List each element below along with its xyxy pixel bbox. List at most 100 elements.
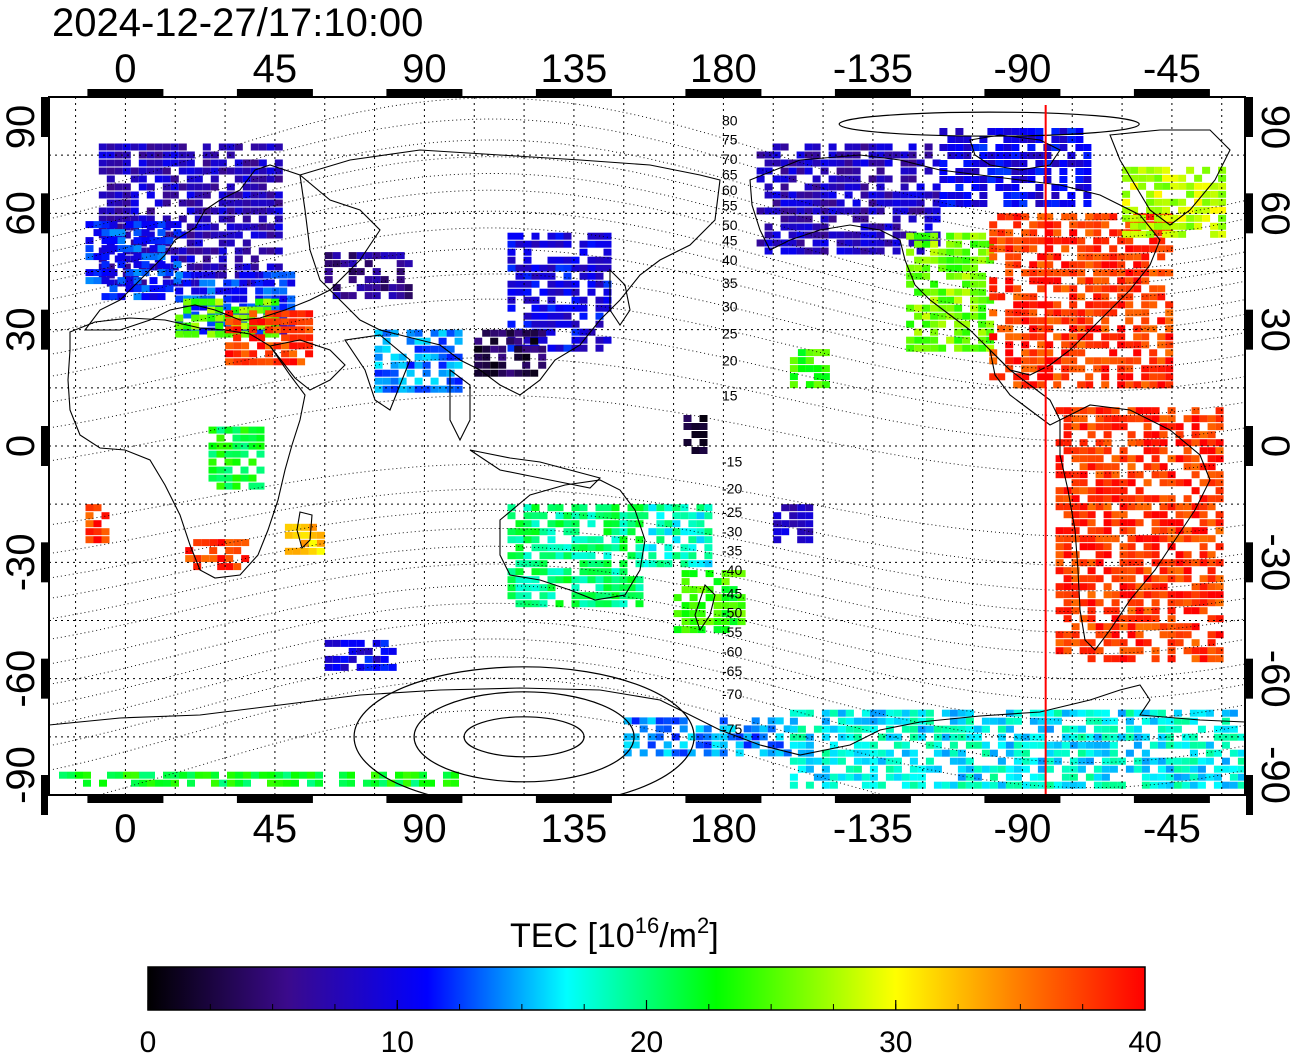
tec-cell [1186,214,1195,222]
tec-cell [812,159,821,167]
tec-cell [719,733,728,741]
tec-cell [1077,317,1086,325]
tec-cell [1101,741,1110,749]
tec-cell [1165,349,1174,357]
tec-cell [672,520,681,528]
tec-cell [965,725,974,733]
tec-cell [1109,741,1118,749]
tec-cell [788,215,797,223]
mag-contour-label: 60 [722,182,738,198]
tec-cell [101,528,110,536]
tec-cell [924,215,933,223]
tec-cell [1103,623,1112,631]
mag-contour-label: -45 [722,585,742,601]
tec-cell [579,272,588,280]
tec-cell [1141,749,1150,757]
tec-cell [175,322,184,330]
tec-cell [1055,639,1064,647]
tec-cell [123,771,131,779]
tec-cell [869,741,878,749]
tec-cell [1085,229,1094,237]
tec-cell [454,385,463,393]
tec-cell [446,361,455,369]
tec-cell [603,568,612,576]
tec-cell [1055,527,1064,535]
tec-cell [1157,229,1166,237]
tec-cell [970,232,979,240]
tec-cell [989,309,998,317]
tec-cell [1109,765,1118,773]
tec-cell [218,191,227,199]
tec-cell [1157,285,1166,293]
tec-cell [947,144,956,151]
tec-cell [289,310,298,318]
tec-cell [235,779,243,787]
tec-cell [305,334,314,342]
tec-cell [1069,725,1078,733]
tec-cell [515,584,524,592]
tec-cell [297,310,306,318]
tec-cell [869,749,878,757]
tec-cell [1077,325,1086,333]
tec-cell [788,231,797,239]
tec-cell [587,536,596,544]
tec-cell [547,520,556,528]
tec-cell [130,215,139,223]
tec-cell [523,248,532,256]
tec-cell [672,552,681,560]
tec-cell [1175,439,1184,447]
tec-cell [1135,439,1144,447]
tec-cell [1109,757,1118,765]
mag-contour-label: 35 [722,275,738,291]
tec-cell [1093,341,1102,349]
tec-cell [1215,455,1224,463]
tec-cell [281,334,290,342]
tec-cell [98,167,107,175]
tec-cell [248,474,257,482]
mag-contour [49,273,1245,371]
tec-cell [284,531,293,539]
tec-cell [305,342,314,350]
mag-contour [49,248,1245,349]
tec-cell [1095,535,1104,543]
tec-cell [671,749,680,757]
tec-cell [704,560,713,568]
tec-cell [531,600,540,608]
tec-cell [523,576,532,584]
tec-cell [1087,535,1096,543]
tec-cell [443,771,451,779]
coastline-greenland [1109,129,1231,226]
tec-cell [1143,495,1152,503]
tec-cell [117,253,126,261]
tec-cell [627,528,636,536]
tec-cell [1103,511,1112,519]
tec-cell [1167,423,1176,431]
tec-cell [1035,184,1044,191]
tec-cell [797,504,806,512]
tec-cell [751,741,760,749]
tec-cell [1037,341,1046,349]
tec-cell [1085,773,1094,781]
tec-cell [1165,325,1174,333]
tec-cell [679,741,688,749]
tec-cell [1085,261,1094,269]
tec-cell [239,271,248,279]
tec-cell [446,345,455,353]
lon-tick-label-bottom: -90 [994,807,1052,851]
tec-cell [1043,160,1052,167]
tec-cell [1202,190,1211,198]
tec-cell [914,256,923,264]
mag-contour-label: 15 [722,388,738,404]
tec-cell [804,231,813,239]
tec-cell [1029,333,1038,341]
tec-cell [1133,253,1142,261]
tec-cell [1135,647,1144,655]
tec-cell [900,207,909,215]
tec-cell [647,733,656,741]
tec-cell [917,709,926,717]
tec-cell [1019,136,1028,143]
tec-cell [154,143,163,151]
tec-cell [1045,261,1054,269]
tec-cell [1157,245,1166,253]
tec-cell [347,779,355,787]
